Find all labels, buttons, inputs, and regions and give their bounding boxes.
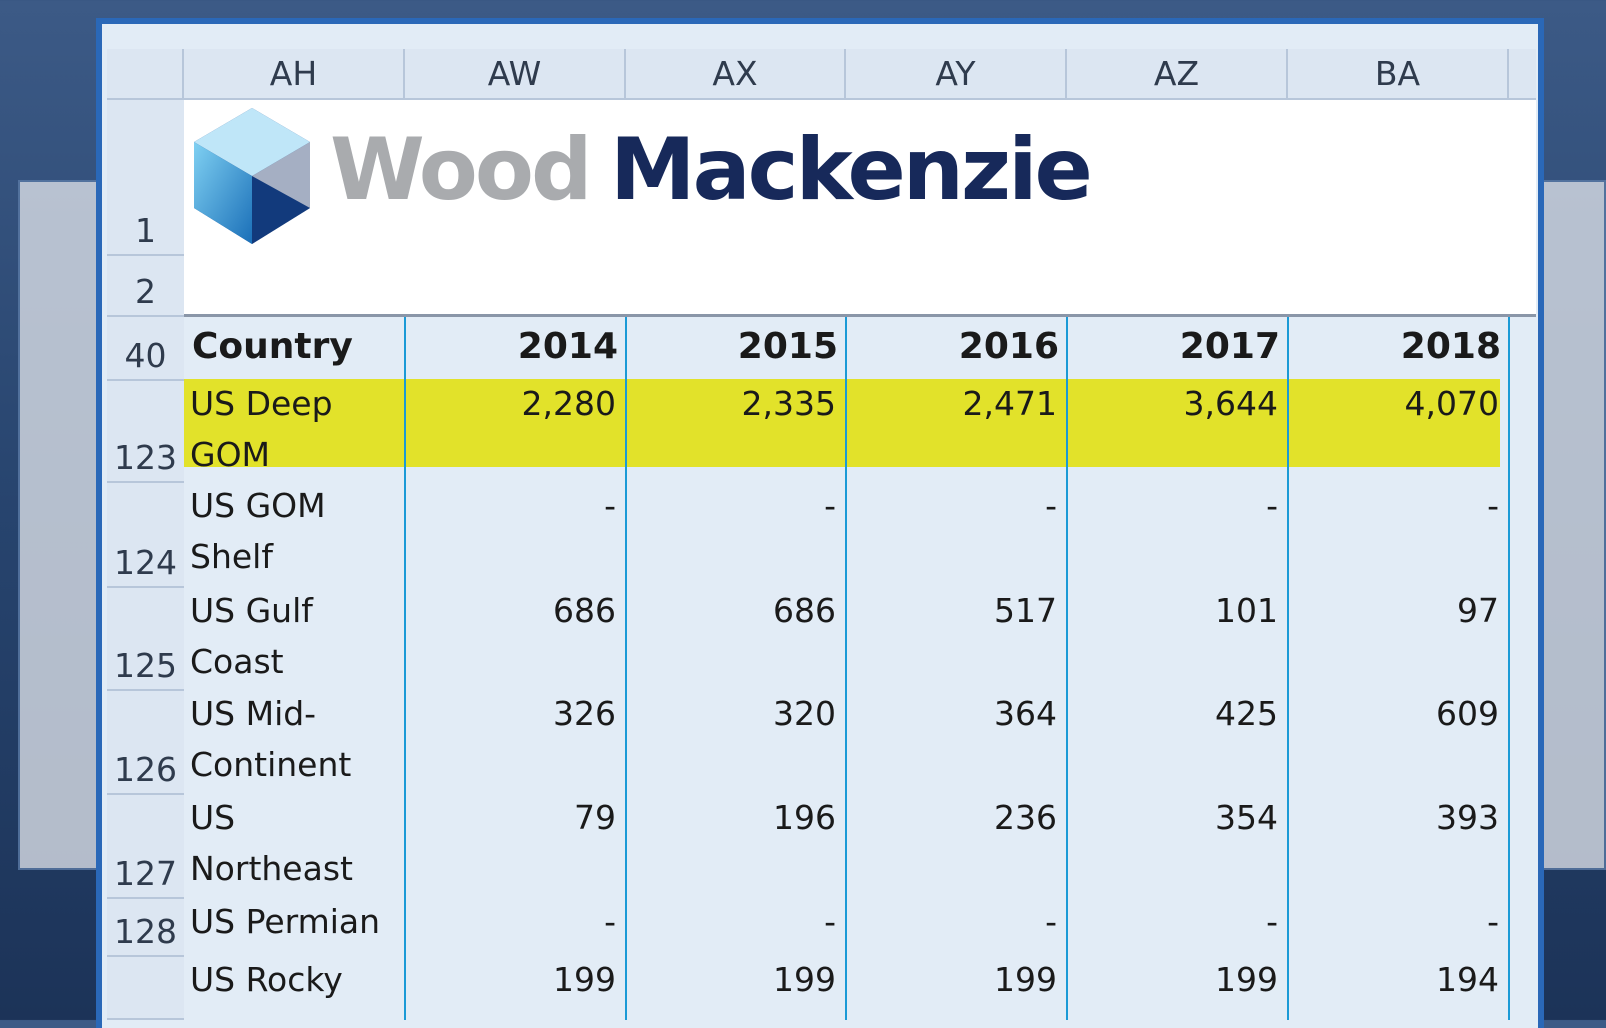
year-header: 2018 bbox=[1400, 326, 1501, 367]
country-label: US Mid- bbox=[190, 694, 317, 733]
value-cell: - bbox=[1266, 902, 1278, 941]
year-header: 2015 bbox=[737, 326, 838, 367]
value-cell: 4,070 bbox=[1404, 384, 1499, 423]
value-cell: 196 bbox=[773, 798, 836, 837]
value-cell: - bbox=[824, 902, 836, 941]
column-header: AY bbox=[846, 49, 1067, 100]
country-label: US GOM bbox=[190, 486, 326, 525]
value-cell: 101 bbox=[1215, 591, 1278, 630]
value-cell: 425 bbox=[1215, 694, 1278, 733]
row-header: 123 bbox=[107, 381, 184, 483]
row-header: 127 bbox=[107, 795, 184, 899]
value-cell: 393 bbox=[1436, 798, 1499, 837]
country-label: GOM bbox=[190, 435, 271, 474]
value-cell: - bbox=[1045, 486, 1057, 525]
background-sheet-left bbox=[18, 180, 108, 870]
value-cell: 2,335 bbox=[741, 384, 836, 423]
country-label: US bbox=[190, 798, 236, 837]
cell-border bbox=[404, 317, 406, 1020]
logo-icon bbox=[194, 108, 310, 244]
cell-border bbox=[1066, 317, 1068, 1020]
year-header: 2016 bbox=[958, 326, 1059, 367]
row-header: 125 bbox=[107, 588, 184, 691]
logo-shape bbox=[194, 142, 252, 244]
column-header: BA bbox=[1288, 49, 1509, 100]
value-cell: 3,644 bbox=[1183, 384, 1278, 423]
country-label: Continent bbox=[190, 745, 352, 784]
value-cell: 97 bbox=[1457, 591, 1499, 630]
column-header-filler bbox=[1509, 49, 1536, 100]
country-label: US Deep bbox=[190, 384, 333, 423]
country-label: Coast bbox=[190, 642, 284, 681]
row-header: 128 bbox=[107, 899, 184, 957]
country-label: US Gulf bbox=[190, 591, 313, 630]
country-label: US Permian bbox=[190, 902, 381, 941]
logo-word: Wood bbox=[330, 120, 593, 220]
row-header: 40 bbox=[107, 317, 184, 381]
value-cell: 2,280 bbox=[521, 384, 616, 423]
row-header: 124 bbox=[107, 483, 184, 588]
value-cell: 686 bbox=[773, 591, 836, 630]
row-header: 2 bbox=[107, 256, 184, 317]
value-cell: 609 bbox=[1436, 694, 1499, 733]
value-cell: 199 bbox=[1215, 960, 1278, 999]
value-cell: 236 bbox=[994, 798, 1057, 837]
value-cell: 199 bbox=[994, 960, 1057, 999]
row-header: 1 bbox=[107, 100, 184, 256]
column-title: Country bbox=[192, 326, 353, 367]
value-cell: 194 bbox=[1436, 960, 1499, 999]
value-cell: 326 bbox=[553, 694, 616, 733]
value-cell: 199 bbox=[553, 960, 616, 999]
value-cell: 2,471 bbox=[962, 384, 1057, 423]
logo-word: Mackenzie bbox=[610, 120, 1093, 220]
cell-border bbox=[1508, 317, 1510, 1020]
value-cell: - bbox=[1487, 902, 1499, 941]
value-cell: - bbox=[604, 902, 616, 941]
value-cell: 79 bbox=[574, 798, 616, 837]
column-header: AX bbox=[626, 49, 846, 100]
value-cell: - bbox=[1487, 486, 1499, 525]
year-header: 2017 bbox=[1179, 326, 1280, 367]
logo-shape bbox=[252, 176, 310, 244]
value-cell: 517 bbox=[994, 591, 1057, 630]
cell-border bbox=[1287, 317, 1289, 1020]
value-cell: - bbox=[604, 486, 616, 525]
column-header: AW bbox=[405, 49, 626, 100]
value-cell: 364 bbox=[994, 694, 1057, 733]
logo-area bbox=[184, 100, 1536, 317]
cell-border bbox=[845, 317, 847, 1020]
value-cell: 199 bbox=[773, 960, 836, 999]
row-header bbox=[107, 957, 184, 1020]
country-label: Shelf bbox=[190, 537, 273, 576]
row-header: 126 bbox=[107, 691, 184, 795]
value-cell: 354 bbox=[1215, 798, 1278, 837]
country-label: US Rocky bbox=[190, 960, 343, 999]
value-cell: - bbox=[1045, 902, 1057, 941]
value-cell: - bbox=[1266, 486, 1278, 525]
year-header: 2014 bbox=[517, 326, 618, 367]
country-label: Northeast bbox=[190, 849, 353, 888]
cell-border bbox=[625, 317, 627, 1020]
value-cell: 320 bbox=[773, 694, 836, 733]
column-header: AZ bbox=[1067, 49, 1288, 100]
column-header: AH bbox=[184, 49, 405, 100]
row-highlight bbox=[184, 379, 1500, 467]
value-cell: 686 bbox=[553, 591, 616, 630]
value-cell: - bbox=[824, 486, 836, 525]
corner-cell bbox=[107, 49, 184, 100]
